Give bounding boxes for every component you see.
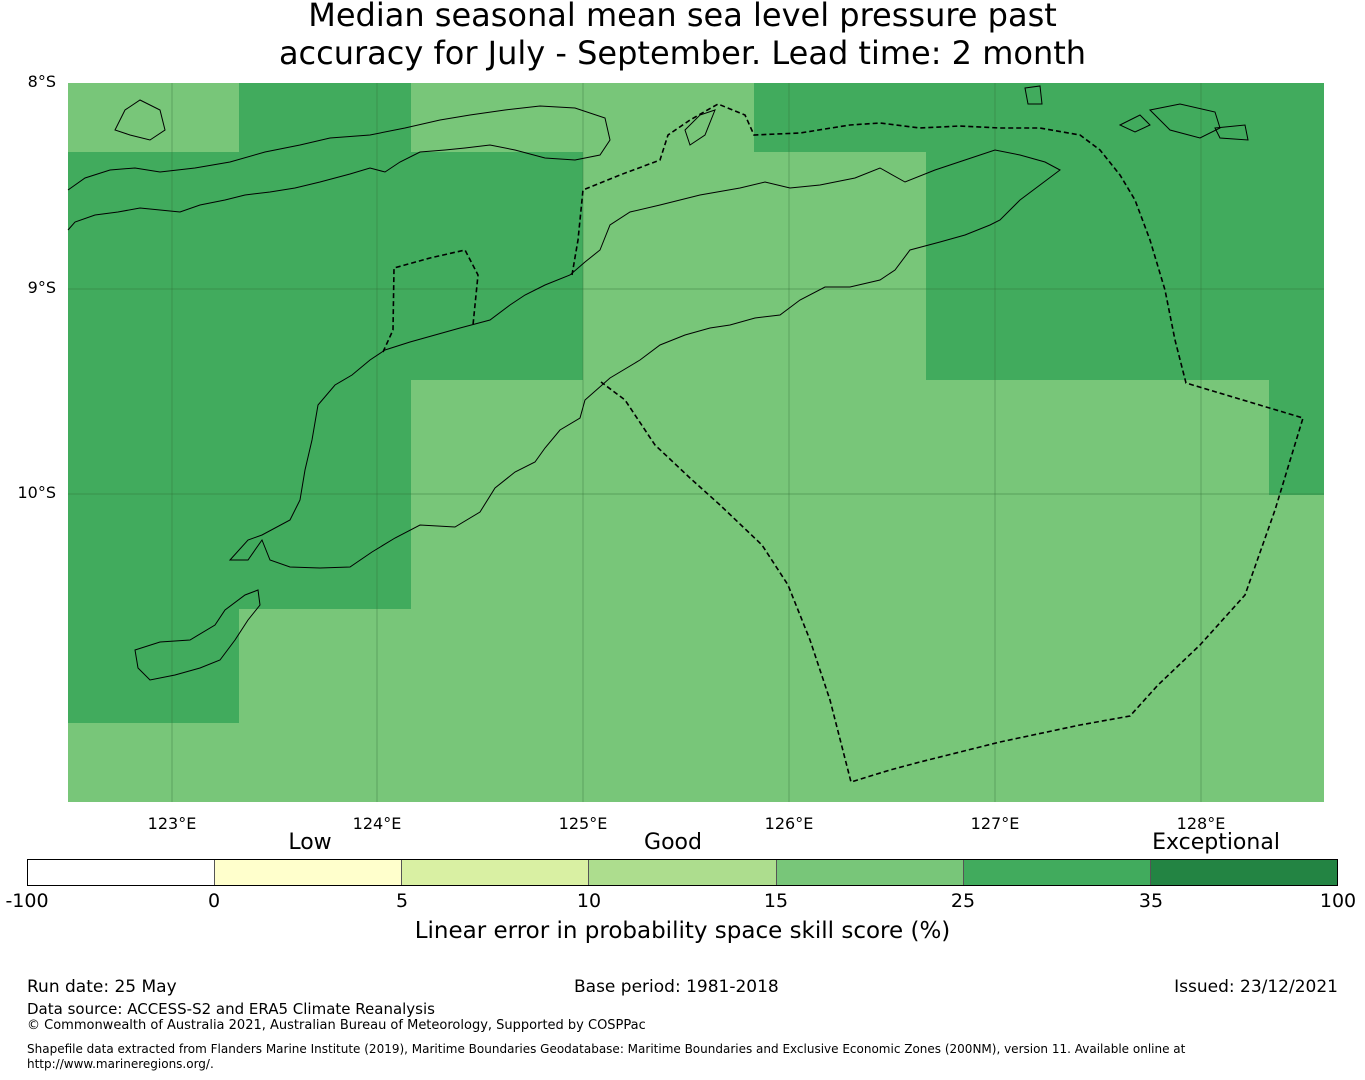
timor-island-coast bbox=[228, 149, 1061, 569]
base-period: Base period: 1981-2018 bbox=[574, 977, 779, 997]
colorbar-tick-5: 5 bbox=[395, 890, 409, 912]
small-island-5 bbox=[1214, 124, 1249, 141]
issued-date: Issued: 23/12/2021 bbox=[1174, 977, 1338, 997]
colorbar-segment-35-100 bbox=[1150, 860, 1337, 885]
colorbar-segment-15-25 bbox=[776, 860, 964, 885]
graticule bbox=[68, 83, 1324, 802]
lon-label-127e: 127°E bbox=[970, 814, 1020, 833]
flores-coast bbox=[67, 105, 611, 231]
data-source: Data source: ACCESS-S2 and ERA5 Climate … bbox=[27, 1000, 435, 1018]
title-line-1: Median seasonal mean sea level pressure … bbox=[308, 0, 1057, 34]
small-island-6 bbox=[134, 589, 261, 681]
eez-boundary-oecusse bbox=[382, 249, 479, 353]
colorbar-tick-0: 0 bbox=[207, 890, 221, 912]
shapefile-credit-line-1: Shapefile data extracted from Flanders M… bbox=[27, 1042, 1186, 1056]
lon-label-126e: 126°E bbox=[764, 814, 814, 833]
lon-label-128e: 128°E bbox=[1176, 814, 1226, 833]
legend-category-low: Low bbox=[288, 830, 332, 855]
small-island-2 bbox=[1118, 114, 1151, 133]
title-line-2: accuracy for July - September. Lead time… bbox=[278, 34, 1087, 72]
lon-label-125e: 125°E bbox=[558, 814, 608, 833]
run-date: Run date: 25 May bbox=[27, 977, 177, 997]
colorbar-segment-25-35 bbox=[963, 860, 1151, 885]
small-island-7 bbox=[684, 109, 716, 146]
lon-label-123e: 123°E bbox=[147, 814, 197, 833]
legend-category-good: Good bbox=[644, 830, 702, 855]
high-skill-region-west bbox=[68, 83, 583, 723]
map-title: Median seasonal mean sea level pressure … bbox=[0, 0, 1365, 72]
colorbar-tick-25: 25 bbox=[950, 890, 976, 912]
colorbar-tick-100: 100 bbox=[1319, 890, 1357, 912]
colorbar bbox=[27, 859, 1338, 886]
lon-label-124e: 124°E bbox=[352, 814, 402, 833]
colorbar-label: Linear error in probability space skill … bbox=[414, 918, 951, 944]
colorbar-tick-15: 15 bbox=[763, 890, 789, 912]
shapefile-credit-line-2: http://www.marineregions.org/. bbox=[27, 1057, 214, 1071]
skill-score-map bbox=[67, 83, 1324, 802]
colorbar-segment-neg100-0 bbox=[28, 860, 216, 885]
lat-label-10s: 10°S bbox=[17, 483, 56, 502]
copyright-notice: © Commonwealth of Australia 2021, Austra… bbox=[27, 1018, 646, 1033]
colorbar-segment-10-15 bbox=[589, 860, 777, 885]
small-island-1 bbox=[114, 99, 166, 141]
legend-category-exceptional: Exceptional bbox=[1152, 830, 1280, 855]
maritime-boundaries bbox=[382, 103, 1304, 784]
colorbar-tick-neg100: -100 bbox=[5, 890, 49, 912]
coastlines bbox=[67, 85, 1249, 681]
lat-label-9s: 9°S bbox=[27, 278, 56, 297]
colorbar-tick-35: 35 bbox=[1138, 890, 1164, 912]
colorbar-segment-0-5 bbox=[215, 860, 403, 885]
colorbar-tick-10: 10 bbox=[576, 890, 602, 912]
colorbar-segment-5-10 bbox=[402, 860, 590, 885]
small-island-4 bbox=[1024, 85, 1043, 105]
lat-label-8s: 8°S bbox=[27, 72, 56, 91]
